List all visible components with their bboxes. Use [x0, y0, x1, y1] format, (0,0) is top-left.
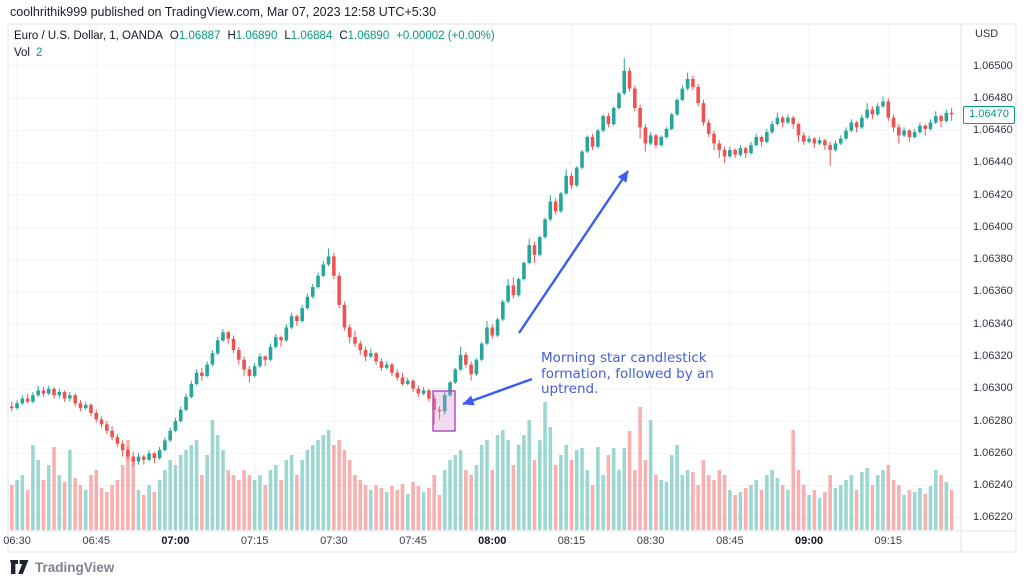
volume-label: Vol — [14, 47, 30, 59]
publish-info: coolhrithik999 published on TradingView.… — [10, 5, 437, 19]
chart-frame-borders — [7, 23, 1017, 553]
tradingview-watermark[interactable]: TradingView — [10, 560, 114, 575]
drawings-layer[interactable] — [432, 170, 629, 432]
legend-symbol-row: Euro / U.S. Dollar, 1, OANDA O1.06887 H1.0… — [14, 28, 495, 44]
ohlc-value: 1.06887 — [178, 30, 221, 42]
time-tick-label: 07:30 — [320, 535, 348, 547]
time-tick-label: 08:15 — [557, 535, 586, 547]
time-tick-label: 09:15 — [874, 535, 903, 547]
watermark-text: TradingView — [35, 560, 115, 575]
volume-value: 2 — [36, 47, 43, 59]
symbol-title: Euro / U.S. Dollar, 1, OANDA — [14, 30, 163, 42]
ohlc-value: 1.06890 — [347, 30, 390, 42]
price-axis[interactable]: USD 1.06500 1.06480 1.06460 1.06440 1.06420 1… — [962, 24, 1016, 552]
morning-star-highlight-box[interactable] — [432, 390, 456, 432]
time-tick-label: 09:00 — [794, 535, 824, 547]
price-tick-label: 1.06500 — [973, 59, 1013, 72]
price-tick-label: 1.06380 — [973, 253, 1013, 266]
price-tick-label: 1.06420 — [973, 188, 1013, 201]
time-tick-label: 07:45 — [399, 535, 427, 547]
annotation-note-line: formation, followed by an — [541, 365, 714, 382]
price-tick-label: 1.06440 — [973, 156, 1013, 169]
ohlc-key: C — [339, 30, 348, 42]
ohlc-value: 1.06890 — [235, 30, 278, 42]
ohlc-key: H — [227, 30, 236, 42]
price-tick-label: 1.06400 — [973, 220, 1013, 233]
price-tick-label: 1.06320 — [973, 350, 1013, 363]
price-tick-label: 1.06240 — [973, 479, 1013, 492]
time-tick-label: 08:45 — [716, 535, 744, 547]
price-tick-label: 1.06280 — [973, 414, 1013, 427]
legend-volume-row: Vol 2 — [14, 45, 495, 61]
legend: Euro / U.S. Dollar, 1, OANDA O1.06887 H1.0… — [14, 28, 495, 61]
time-tick-label: 07:15 — [240, 535, 269, 547]
ohlc-values: O1.06887 H1.06890 L1.06884 C1.06890 — [163, 30, 389, 42]
annotation-note-line: Morning star candlestick — [541, 350, 707, 366]
price-tick-label: 1.06340 — [973, 317, 1013, 330]
tradingview-logo-icon — [10, 560, 29, 574]
price-tick-label: 1.06480 — [973, 91, 1013, 104]
annotation-note-line: uptrend. — [541, 381, 599, 397]
volume-layer — [8, 402, 954, 530]
trend-arrow-2[interactable] — [462, 377, 533, 406]
time-tick-label: 08:30 — [636, 535, 665, 547]
time-axis[interactable]: 06:30 06:45 07:00 07:15 07:30 07:45 08:00 08:15… — [3, 532, 1016, 552]
ohlc-key: O — [169, 30, 179, 42]
last-price-badge: 1.06470 — [963, 105, 1015, 124]
price-tick-label: 1.06300 — [973, 382, 1013, 395]
grid-layer — [8, 24, 961, 531]
price-tick-label: 1.06260 — [973, 446, 1013, 459]
price-tick-label: 1.06220 — [973, 511, 1013, 524]
time-tick-label: 08:00 — [478, 535, 507, 547]
trend-arrow-1[interactable] — [518, 170, 629, 334]
ohlc-value: 1.06884 — [290, 30, 333, 42]
ohlc-key: L — [284, 30, 291, 42]
change-value: +0.00002 (+0.00%) — [396, 30, 495, 42]
price-tick-label: 1.06460 — [973, 124, 1013, 137]
time-tick-label: 07:00 — [161, 535, 190, 547]
annotation-note[interactable]: Morning star candlestick formation, follo… — [541, 350, 714, 398]
price-tick-label: 1.06360 — [973, 285, 1013, 298]
currency-label: USD — [975, 28, 999, 40]
time-tick-label: 06:30 — [3, 535, 31, 547]
candles-layer — [8, 57, 954, 467]
time-tick-label: 06:45 — [82, 535, 111, 547]
